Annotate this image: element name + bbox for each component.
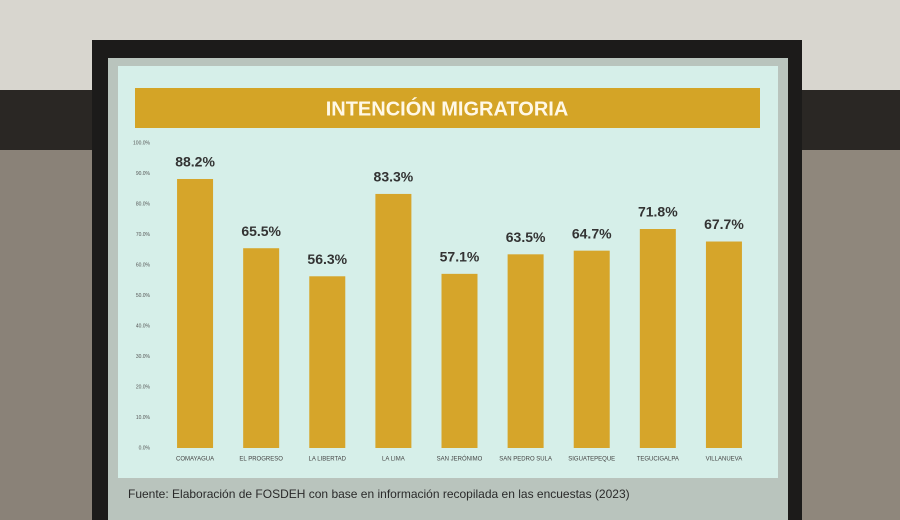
value-label: 88.2% bbox=[175, 154, 215, 170]
x-tick-label: LA LIBERTAD bbox=[309, 457, 347, 463]
y-tick-label: 80.0% bbox=[136, 201, 151, 207]
x-tick-label: VILLANUEVA bbox=[706, 457, 743, 463]
bar bbox=[243, 248, 280, 448]
title-banner bbox=[135, 88, 760, 128]
y-tick-label: 40.0% bbox=[136, 323, 151, 329]
x-tick-label: TEGUCIGALPA bbox=[637, 457, 679, 463]
bar bbox=[177, 178, 214, 449]
source: Fuente: Elaboración de FOSDEH con base e… bbox=[128, 487, 630, 501]
chart-title: INTENCIÓN MIGRATORIA bbox=[326, 96, 569, 120]
bar bbox=[639, 229, 676, 448]
value-label: 56.3% bbox=[307, 251, 347, 267]
x-tick-label: SIGUATEPEQUE bbox=[568, 457, 615, 463]
bar bbox=[375, 193, 412, 448]
value-label: 67.7% bbox=[704, 216, 744, 232]
curtain-right bbox=[800, 150, 900, 520]
y-tick-label: 20.0% bbox=[136, 384, 151, 390]
y-tick-label: 10.0% bbox=[136, 415, 151, 421]
x-tick-label: COMAYAGUA bbox=[176, 457, 214, 463]
bar bbox=[507, 254, 544, 448]
y-tick-label: 90.0% bbox=[136, 171, 151, 177]
value-label: 65.5% bbox=[241, 223, 281, 239]
bar bbox=[309, 276, 346, 448]
curtain-left bbox=[0, 150, 110, 520]
y-tick-label: 0.0% bbox=[139, 445, 151, 451]
bar bbox=[441, 273, 478, 448]
value-label: 63.5% bbox=[506, 229, 546, 245]
x-tick-label: LA LIMA bbox=[382, 457, 405, 463]
bar bbox=[705, 241, 742, 448]
value-label: 64.7% bbox=[572, 225, 612, 241]
value-label: 83.3% bbox=[374, 169, 414, 185]
y-tick-label: 50.0% bbox=[136, 293, 151, 299]
y-tick-label: 100.0% bbox=[133, 140, 151, 146]
y-tick-label: 60.0% bbox=[136, 262, 151, 268]
value-label: 57.1% bbox=[440, 249, 480, 265]
y-tick-label: 70.0% bbox=[136, 232, 151, 238]
x-tick-label: SAN PEDRO SULA bbox=[499, 457, 552, 463]
x-tick-label: SAN JERÓNIMO bbox=[437, 456, 483, 463]
bar bbox=[573, 250, 610, 448]
value-label: 71.8% bbox=[638, 204, 678, 220]
y-tick-label: 30.0% bbox=[136, 354, 151, 360]
x-tick-label: EL PROGRESO bbox=[239, 457, 283, 463]
